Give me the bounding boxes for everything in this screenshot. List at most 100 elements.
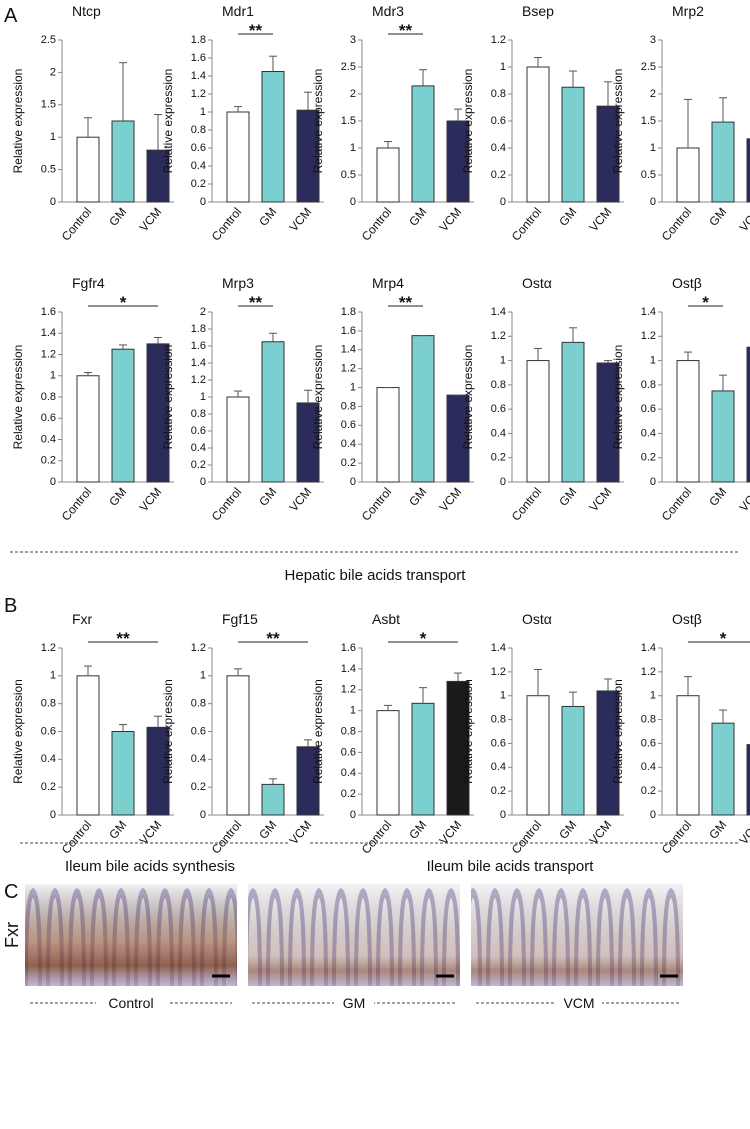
y-tick-label: 2 <box>650 88 656 100</box>
y-tick-label: 1.2 <box>641 330 656 342</box>
bar <box>76 136 100 203</box>
x-tick-label: Control <box>59 205 95 244</box>
y-tick-label: 1 <box>350 705 356 717</box>
bar <box>376 710 400 816</box>
bar <box>111 348 135 483</box>
y-tick-label: 0.2 <box>491 452 506 464</box>
y-tick-label: 0.2 <box>41 781 56 793</box>
y-tick-label: 1 <box>650 142 656 154</box>
y-tick-label: 0 <box>500 196 506 208</box>
x-tick-label: VCM <box>586 205 614 234</box>
chart-title: Ostα <box>522 611 552 627</box>
y-tick-label: 0.2 <box>491 169 506 181</box>
y-tick-label: 0.8 <box>341 400 356 412</box>
stain-overlay <box>471 884 683 986</box>
y-tick-label: 1.4 <box>341 663 356 675</box>
x-tick-label: VCM <box>436 485 464 514</box>
significance-label: ** <box>399 21 413 40</box>
chart-title: Mdr1 <box>222 3 254 19</box>
y-axis-label: Relative expression <box>161 679 175 784</box>
y-tick-label: 0.2 <box>41 455 56 467</box>
label-bg <box>556 994 602 1012</box>
x-tick-label: VCM <box>286 205 314 234</box>
y-tick-label: 1.5 <box>41 99 56 111</box>
y-tick-label: 1.2 <box>341 363 356 375</box>
y-tick-label: 0.8 <box>491 713 506 725</box>
y-axis-label: Relative expression <box>311 345 325 450</box>
y-tick-label: 0.8 <box>341 725 356 737</box>
y-tick-label: 0.4 <box>191 160 206 172</box>
y-tick-label: 1 <box>200 670 206 682</box>
y-axis-label: Relative expression <box>461 345 475 450</box>
panel-label: B <box>4 595 17 617</box>
y-tick-label: 1.2 <box>41 642 56 654</box>
y-tick-label: 1.5 <box>341 115 356 127</box>
chart-title: Mrp2 <box>672 3 704 19</box>
x-tick-label: VCM <box>136 485 164 514</box>
x-tick-label: VCM <box>586 485 614 514</box>
y-tick-label: 0 <box>200 476 206 488</box>
y-tick-label: 1.2 <box>41 348 56 360</box>
x-tick-label: GM <box>256 205 279 229</box>
y-tick-label: 0 <box>650 809 656 821</box>
panel-label: A <box>4 5 18 27</box>
y-tick-label: 0 <box>350 476 356 488</box>
y-tick-label: 0 <box>50 196 56 208</box>
y-axis-label: Relative expression <box>311 679 325 784</box>
y-axis-label: Relative expression <box>461 679 475 784</box>
bar <box>411 85 435 203</box>
chart-title: Asbt <box>372 611 400 627</box>
y-tick-label: 2.5 <box>641 61 656 73</box>
x-tick-label: VCM <box>736 485 750 514</box>
y-tick-label: 0.6 <box>41 412 56 424</box>
x-tick-label: Control <box>509 485 545 524</box>
y-tick-label: 1 <box>650 690 656 702</box>
bar <box>676 695 700 816</box>
y-tick-label: 0.6 <box>641 737 656 749</box>
bar <box>226 111 250 203</box>
x-tick-label: GM <box>256 818 279 842</box>
x-tick-label: GM <box>106 485 129 509</box>
bar <box>676 360 700 483</box>
y-tick-label: 1 <box>350 142 356 154</box>
x-tick-label: Control <box>209 818 245 857</box>
y-tick-label: 2 <box>50 66 56 78</box>
y-tick-label: 2.5 <box>341 61 356 73</box>
y-tick-label: 0.8 <box>641 713 656 725</box>
significance-label: ** <box>249 293 263 312</box>
y-axis-label: Relative expression <box>11 345 25 450</box>
significance-label: ** <box>399 293 413 312</box>
label-bg <box>96 994 168 1012</box>
y-axis-label: Relative expression <box>461 69 475 174</box>
bar <box>261 71 285 203</box>
chart-title: Ostα <box>522 275 552 291</box>
x-tick-label: VCM <box>736 818 750 847</box>
x-tick-label: GM <box>406 485 429 509</box>
chart-title: Fgfr4 <box>72 275 105 291</box>
y-tick-label: 0 <box>650 196 656 208</box>
y-tick-label: 0 <box>650 476 656 488</box>
y-tick-label: 1 <box>500 690 506 702</box>
bar <box>261 341 285 483</box>
y-tick-label: 1.2 <box>191 642 206 654</box>
y-tick-label: 0.6 <box>641 403 656 415</box>
x-tick-label: Control <box>59 485 95 524</box>
panel-label: C <box>4 881 18 903</box>
y-tick-label: 0.8 <box>191 698 206 710</box>
y-tick-label: 0.4 <box>491 427 506 439</box>
bar <box>411 335 435 483</box>
x-tick-label: Control <box>209 485 245 524</box>
x-tick-label: Control <box>209 205 245 244</box>
y-tick-label: 1.2 <box>191 374 206 386</box>
chart-title: Mdr3 <box>372 3 404 19</box>
y-tick-label: 0.2 <box>641 452 656 464</box>
y-tick-label: 0.8 <box>491 379 506 391</box>
y-tick-label: 0 <box>350 196 356 208</box>
x-tick-label: Control <box>59 818 95 857</box>
y-tick-label: 1 <box>50 670 56 682</box>
y-tick-label: 2 <box>350 88 356 100</box>
y-axis-label: Relative expression <box>161 69 175 174</box>
y-tick-label: 0 <box>200 196 206 208</box>
bar <box>111 731 135 816</box>
bar <box>526 695 550 816</box>
